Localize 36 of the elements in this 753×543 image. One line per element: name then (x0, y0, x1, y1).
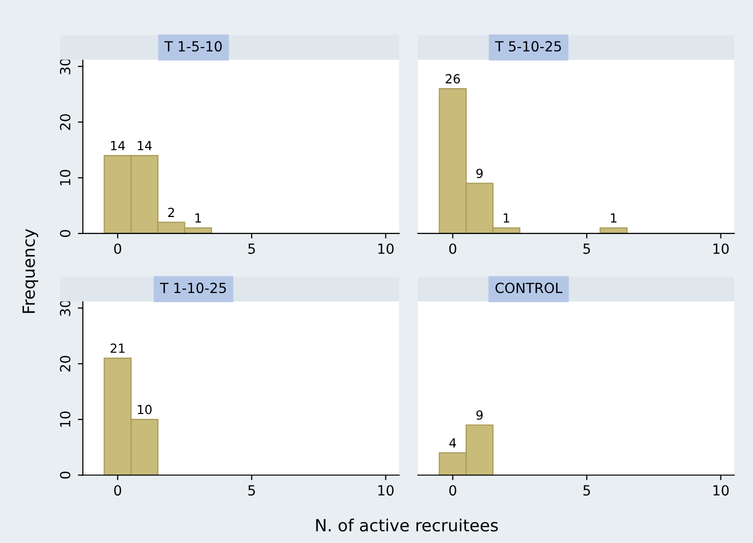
data-label: 1 (610, 213, 616, 223)
chart-title: T 5-10-25 (495, 41, 561, 52)
x-tick-label: 0 (114, 243, 122, 254)
data-label: 10 (138, 404, 152, 414)
x-tick-label: 5 (583, 485, 590, 496)
data-label: 1 (195, 213, 201, 223)
data-label: 9 (476, 168, 483, 178)
data-label: 21 (110, 344, 124, 353)
x-tick-label: 0 (449, 243, 456, 254)
y-axis-title: Frequency (22, 228, 38, 313)
y-tick-label: 0 (60, 472, 70, 479)
chart-title: T 1-10-25 (160, 282, 226, 294)
x-tick-label: 0 (114, 485, 122, 496)
y-tick-label: 0 (60, 230, 70, 237)
x-axis-title: N. of active recruitees (316, 518, 498, 532)
x-tick-label: 5 (248, 485, 255, 496)
x-tick-label: 10 (713, 485, 729, 496)
data-label: 26 (446, 74, 460, 84)
chart-title: CONTROL (495, 282, 562, 294)
data-label: 1 (504, 213, 510, 223)
x-tick-label: 5 (583, 244, 590, 254)
y-tick-label: 20 (60, 114, 70, 130)
x-tick-label: 10 (378, 243, 394, 254)
x-tick-label: 10 (378, 485, 394, 496)
x-tick-label: 5 (248, 244, 255, 254)
y-tick-label: 10 (60, 170, 70, 186)
y-tick-label: 20 (60, 356, 70, 372)
data-label: 14 (111, 141, 125, 150)
chart-title: T 1-5-10 (164, 41, 222, 52)
data-label: 14 (138, 141, 152, 150)
x-tick-label: 0 (449, 485, 456, 496)
data-label: 2 (168, 208, 174, 217)
x-tick-label: 10 (713, 243, 729, 254)
y-tick-label: 10 (60, 412, 70, 427)
data-label: 4 (449, 438, 456, 448)
data-label: 9 (476, 410, 483, 420)
